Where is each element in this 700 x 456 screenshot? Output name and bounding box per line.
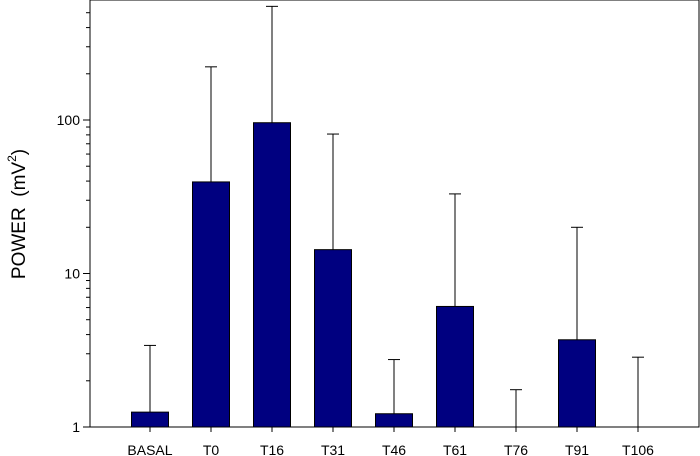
bar-t46: [375, 413, 413, 428]
bar-t0: [192, 181, 230, 428]
x-tick-label-t61: T61: [443, 442, 467, 456]
bars-layer: [131, 5, 644, 428]
y-axis: 1 10 100: [57, 12, 90, 435]
x-tick-label-t16: T16: [260, 442, 284, 456]
y-tick-label-100: 100: [57, 112, 81, 128]
x-tick-label-t91: T91: [565, 442, 589, 456]
x-tick-label-t31: T31: [321, 442, 345, 456]
y-axis-title: POWER (mV2): [5, 149, 30, 279]
y-tick-label-10: 10: [64, 266, 80, 282]
bar-t61: [436, 305, 474, 428]
x-axis: BASAL T0 T16 T31 T46 T61 T76 T91 T106: [127, 427, 654, 456]
bar-t16: [253, 122, 291, 428]
x-tick-label-t0: T0: [203, 442, 220, 456]
bar-t91: [558, 339, 596, 428]
x-tick-label-t46: T46: [382, 442, 406, 456]
bar-t31: [314, 249, 352, 428]
bar-basal: [131, 411, 169, 428]
x-tick-label-t106: T106: [622, 442, 654, 456]
y-tick-label-1: 1: [72, 419, 80, 435]
x-tick-label-t76: T76: [504, 442, 528, 456]
x-tick-label-basal: BASAL: [127, 442, 172, 456]
